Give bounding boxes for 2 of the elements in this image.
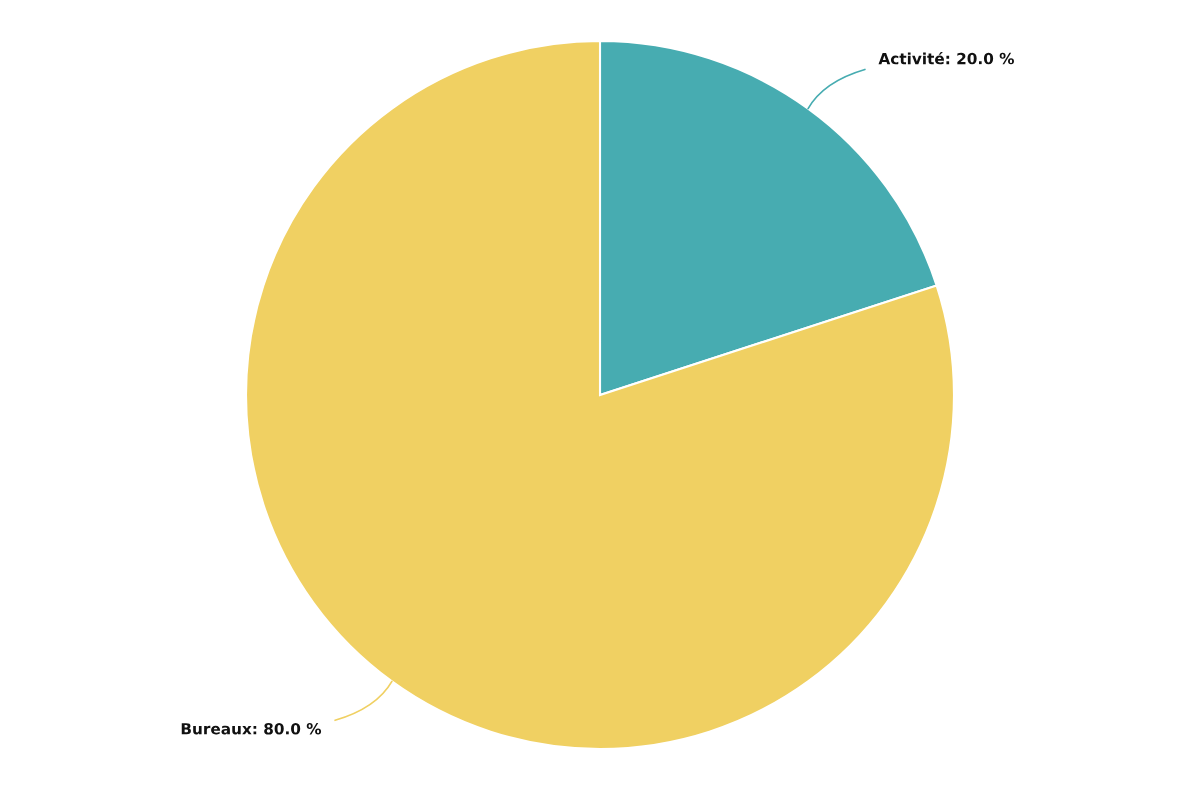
slice-label: Bureaux: 80.0 % [181, 722, 322, 735]
slice-label: Activité: 20.0 % [878, 51, 1014, 65]
